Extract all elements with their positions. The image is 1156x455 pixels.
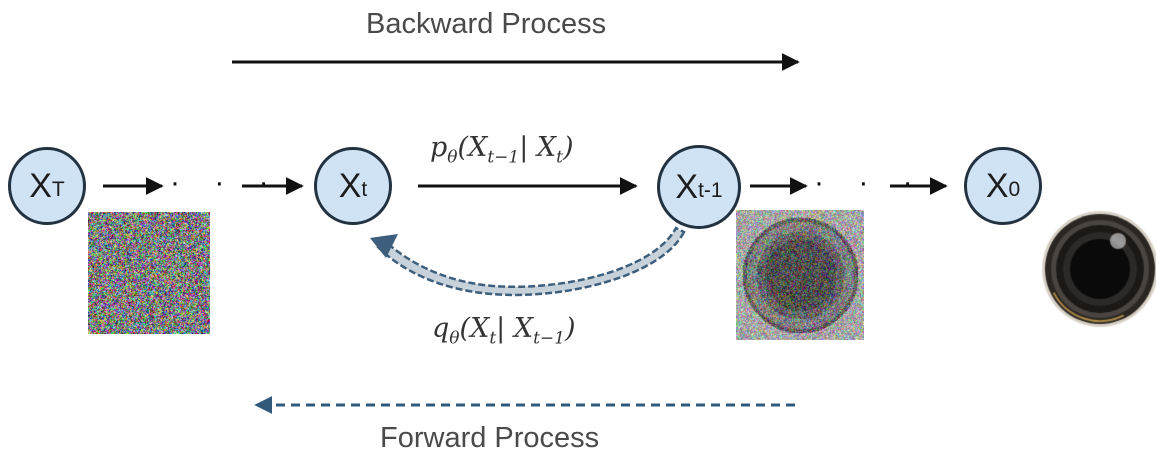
forward-curved-arrow <box>370 226 686 297</box>
backward-process-label: Backward Process <box>366 8 607 40</box>
pure-noise-image <box>88 212 210 334</box>
node-x-t-minus-1-subscript: t-1 <box>698 179 723 202</box>
forward-process-label: Forward Process <box>380 422 600 454</box>
node-x-t-minus-1-base: X <box>675 167 699 206</box>
ellipsis-left: · · · <box>170 166 282 199</box>
node-x-t-subscript: t <box>361 178 368 201</box>
node-x-T-subscript: T <box>51 178 65 201</box>
node-x-0-base: X <box>985 166 1009 205</box>
partially-denoised-image <box>736 210 864 340</box>
ellipsis-right: · · · <box>814 166 926 199</box>
reverse-formula: pθ(Xt−1| Xt) <box>430 132 574 168</box>
node-x-0-subscript: 0 <box>1008 178 1021 201</box>
forward-formula: qθ(Xt| Xt−1) <box>432 313 576 349</box>
clean-image <box>1038 209 1156 331</box>
node-x-T-base: X <box>29 166 52 205</box>
node-x-t-base: X <box>338 166 362 205</box>
